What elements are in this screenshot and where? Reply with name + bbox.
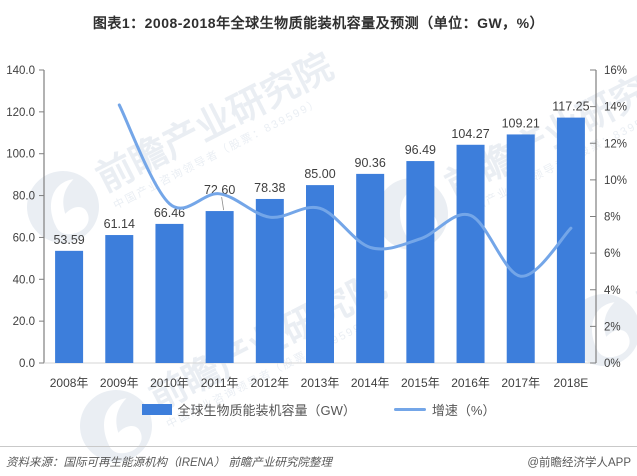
bar bbox=[105, 235, 134, 363]
left-axis-tick-label: 60.0 bbox=[13, 232, 35, 244]
chart-title: 图表1：2008-2018年全球生物质能装机容量及预测（单位：GW，%） bbox=[92, 15, 545, 31]
right-axis-tick-label: 10% bbox=[604, 175, 627, 187]
bar-value-label: 78.38 bbox=[254, 181, 285, 195]
bar-value-label: 96.49 bbox=[405, 143, 436, 157]
bar bbox=[456, 144, 485, 363]
right-axis-tick-label: 4% bbox=[604, 285, 621, 297]
right-axis-tick-label: 6% bbox=[604, 248, 621, 260]
right-axis-tick-label: 8% bbox=[604, 212, 621, 224]
right-axis-tick-label: 12% bbox=[604, 138, 627, 150]
credit-text: @前瞻经济学人APP bbox=[527, 457, 631, 469]
right-axis-tick-label: 16% bbox=[604, 65, 627, 77]
legend: 全球生物质能装机容量（GW） 增速（%） bbox=[0, 400, 637, 419]
bar-value-label: 85.00 bbox=[304, 167, 335, 181]
bar bbox=[155, 223, 184, 363]
watermark-logo-swoosh bbox=[592, 302, 630, 358]
bar bbox=[255, 198, 284, 363]
x-axis-category-label: 2018E bbox=[554, 376, 589, 390]
x-axis-category-label: 2017年 bbox=[501, 376, 540, 390]
left-axis-tick-label: 20.0 bbox=[13, 316, 35, 328]
x-axis-category-label: 2012年 bbox=[250, 376, 289, 390]
x-axis-category-label: 2010年 bbox=[150, 376, 189, 390]
left-axis-tick-label: 100.0 bbox=[6, 149, 35, 161]
watermark-text: 前瞻产业研究院 bbox=[631, 168, 637, 322]
bar bbox=[406, 161, 435, 363]
watermark-logo-swoosh bbox=[51, 179, 89, 235]
bar-value-label: 53.59 bbox=[53, 233, 84, 247]
left-axis-tick-label: 0.0 bbox=[19, 358, 35, 370]
bar bbox=[205, 211, 234, 363]
left-axis-tick-label: 140.0 bbox=[6, 65, 35, 77]
bar bbox=[55, 250, 84, 363]
bar-value-label: 117.25 bbox=[552, 100, 589, 114]
x-axis-category-label: 2013年 bbox=[301, 376, 340, 390]
right-axis-tick-label: 2% bbox=[604, 321, 621, 333]
bar-value-label: 109.21 bbox=[502, 116, 540, 130]
x-axis-category-label: 2011年 bbox=[201, 376, 239, 390]
right-axis-tick-label: 14% bbox=[604, 102, 627, 114]
left-axis-tick-label: 80.0 bbox=[13, 191, 35, 203]
legend-item-growth: 增速（%） bbox=[393, 400, 496, 419]
x-axis-category-label: 2008年 bbox=[50, 376, 89, 390]
x-axis-category-label: 2014年 bbox=[351, 376, 390, 390]
legend-bar-swatch bbox=[141, 404, 172, 415]
footer: 资料来源：国际可再生能源机构（IRENA） 前瞻产业研究院整理 @前瞻经济学人A… bbox=[0, 446, 637, 470]
x-axis-category-label: 2009年 bbox=[100, 376, 139, 390]
left-axis-tick-label: 40.0 bbox=[13, 274, 35, 286]
bar-value-label: 104.27 bbox=[451, 127, 489, 141]
bar-value-label: 66.46 bbox=[154, 206, 185, 220]
x-axis-category-label: 2015年 bbox=[401, 376, 440, 390]
source-text: 资料来源：国际可再生能源机构（IRENA） 前瞻产业研究院整理 bbox=[6, 457, 332, 469]
left-axis-tick-label: 120.0 bbox=[6, 107, 35, 119]
legend-line-swatch bbox=[393, 408, 426, 411]
growth-rate-line bbox=[117, 103, 573, 278]
x-axis-category-label: 2016年 bbox=[451, 376, 490, 390]
watermark-logo-swoosh bbox=[104, 398, 142, 454]
value-label-leader-line bbox=[221, 196, 225, 211]
legend-capacity-label: 全球生物质能装机容量（GW） bbox=[177, 403, 356, 418]
bar bbox=[356, 173, 385, 363]
bar-value-label: 61.14 bbox=[104, 217, 135, 231]
bar bbox=[506, 134, 535, 363]
legend-growth-label: 增速（%） bbox=[431, 403, 496, 418]
right-axis-tick-label: 0% bbox=[604, 358, 621, 370]
legend-item-capacity: 全球生物质能装机容量（GW） bbox=[141, 400, 356, 419]
bar-value-label: 90.36 bbox=[355, 156, 386, 170]
